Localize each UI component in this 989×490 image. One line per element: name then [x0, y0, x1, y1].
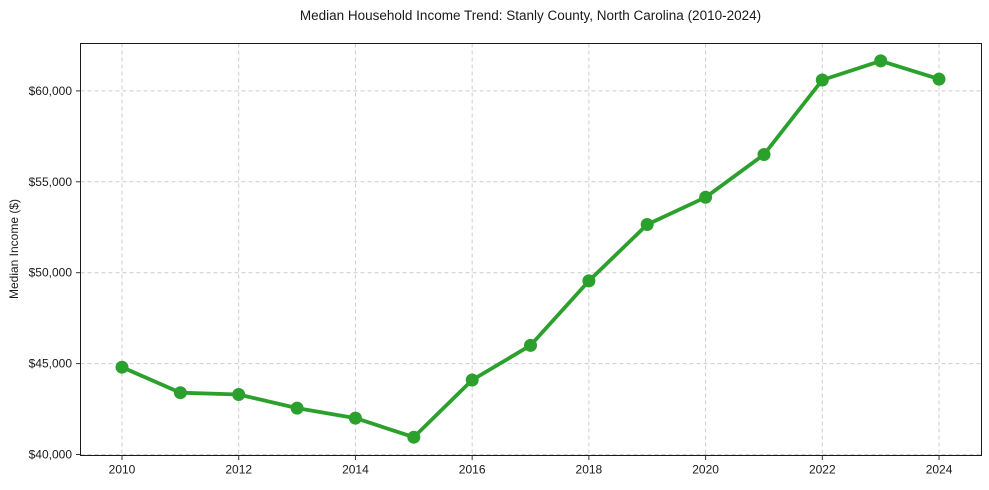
- data-point-2011: [173, 386, 187, 400]
- x-tick-label: 2024: [926, 463, 953, 477]
- data-point-2013: [290, 401, 304, 415]
- data-point-2018: [582, 274, 596, 288]
- data-point-2019: [640, 218, 654, 231]
- x-tick-label: 2012: [225, 463, 252, 477]
- data-point-2023: [874, 54, 888, 68]
- data-point-2017: [524, 338, 537, 352]
- x-tick-label: 2014: [342, 463, 369, 477]
- y-tick-label: $50,000: [29, 266, 73, 280]
- x-tick-label: 2010: [109, 463, 136, 477]
- x-tick-label: 2016: [459, 463, 486, 477]
- data-point-2014: [348, 411, 362, 425]
- data-point-2016: [465, 373, 479, 387]
- data-point-2020: [699, 190, 713, 204]
- data-point-2024: [932, 72, 946, 86]
- plot-border: [80, 43, 982, 456]
- chart-title: Median Household Income Trend: Stanly Co…: [299, 8, 762, 23]
- y-tick-label: $60,000: [29, 84, 73, 98]
- data-point-2012: [232, 388, 246, 401]
- data-point-2021: [757, 148, 771, 161]
- data-point-2010: [115, 360, 129, 374]
- x-tick-label: 2018: [576, 463, 603, 477]
- data-point-2022: [815, 73, 829, 87]
- data-point-2015: [407, 430, 421, 444]
- x-tick-label: 2020: [692, 463, 719, 477]
- y-tick-label: $55,000: [29, 175, 73, 189]
- trend-line: [120, 59, 941, 440]
- x-tick-label: 2022: [809, 463, 836, 477]
- y-tick-label: $45,000: [29, 357, 73, 371]
- y-tick-label: $40,000: [29, 448, 73, 462]
